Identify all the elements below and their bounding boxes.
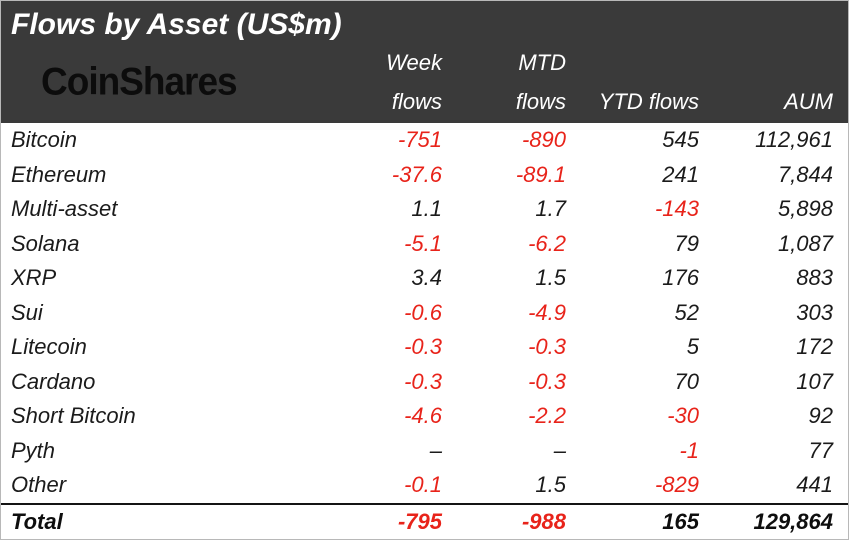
value-cell: 5 [686,334,699,360]
value-cell: 441 [796,472,833,498]
column-header-line: flows [391,89,442,114]
value-cell: -890 [521,127,566,153]
table-row: Sui -0.6 -4.9 52 303 [1,296,848,331]
value-cell: -2.2 [528,403,566,429]
value-cell: 303 [796,299,833,325]
asset-name: Bitcoin [11,127,78,153]
table-row: Short Bitcoin -4.6 -2.2 -30 92 [1,399,848,434]
value-cell: -4.9 [528,299,566,325]
column-header-aum: AUM [699,82,833,121]
asset-name: Cardano [11,368,96,394]
value-cell: -795 [397,508,442,534]
table-row: Bitcoin -751 -890 545 112,961 [1,123,848,158]
column-header-line: YTD flows [598,89,699,114]
value-cell: -0.3 [528,334,566,360]
value-cell: – [553,437,566,463]
value-cell: 52 [674,299,699,325]
coinshares-logo: CoinShares [41,59,238,103]
value-cell: -751 [397,127,442,153]
value-cell: 883 [796,265,833,291]
column-header-mtd-flows: MTD flows [442,43,566,121]
value-cell: 129,864 [753,508,833,534]
value-cell: -0.1 [404,472,442,498]
table-row: XRP 3.4 1.5 176 883 [1,261,848,296]
value-cell: -5.1 [404,230,442,256]
value-cell: 1.1 [411,196,442,222]
column-header-line: MTD [518,50,566,75]
value-cell: -37.6 [391,161,442,187]
value-cell: -4.6 [404,403,442,429]
value-cell: -988 [521,508,566,534]
value-cell: -30 [667,403,699,429]
value-cell: 77 [808,437,833,463]
value-cell: -6.2 [528,230,566,256]
total-row: Total -795 -988 165 129,864 [1,502,848,539]
value-cell: -829 [654,472,699,498]
value-cell: 92 [808,403,833,429]
table-body: Bitcoin -751 -890 545 112,961 Ethereum -37.6 -8… [1,123,848,539]
value-cell: -0.3 [528,368,566,394]
value-cell: 1,087 [777,230,833,256]
value-cell: 1.5 [535,472,566,498]
asset-name: Short Bitcoin [11,403,136,429]
value-cell: – [429,437,442,463]
value-cell: 1.7 [535,196,566,222]
value-cell: -0.6 [404,299,442,325]
value-cell: 7,844 [777,161,833,187]
column-header-line: flows [515,89,566,114]
value-cell: 5,898 [777,196,833,222]
column-header-row: CoinShares Week flows MTD flows YTD flow… [1,43,848,123]
table-row: Other -0.1 1.5 -829 441 [1,468,848,503]
column-header-ytd-flows: YTD flows [566,82,699,121]
table-row: Pyth – – -1 77 [1,434,848,469]
table-row: Ethereum -37.6 -89.1 241 7,844 [1,158,848,193]
value-cell: 176 [662,265,699,291]
column-header-line: AUM [784,89,833,114]
asset-name: Total [11,508,63,534]
asset-name: XRP [11,265,57,291]
value-cell: -1 [679,437,699,463]
value-cell: 3.4 [411,265,442,291]
value-cell: 70 [674,368,699,394]
value-cell: -0.3 [404,334,442,360]
value-cell: 241 [662,161,699,187]
value-cell: 79 [674,230,699,256]
column-header-line: Week [386,50,442,75]
column-header-week-flows: Week flows [332,43,442,121]
asset-name: Multi-asset [11,196,118,222]
table-row: Litecoin -0.3 -0.3 5 172 [1,330,848,365]
value-cell: 172 [796,334,833,360]
value-cell: 112,961 [755,127,833,153]
asset-name: Solana [11,230,80,256]
value-cell: -143 [654,196,699,222]
table-row: Multi-asset 1.1 1.7 -143 5,898 [1,192,848,227]
table-row: Solana -5.1 -6.2 79 1,087 [1,227,848,262]
asset-name: Pyth [11,437,56,463]
asset-name: Sui [11,299,43,325]
asset-name: Litecoin [11,334,87,360]
asset-name: Ethereum [11,161,107,187]
value-cell: -0.3 [404,368,442,394]
asset-name: Other [11,472,67,498]
table-header: Flows by Asset (US$m) CoinShares Week fl… [1,1,848,123]
value-cell: 107 [796,368,833,394]
value-cell: -89.1 [515,161,566,187]
value-cell: 1.5 [535,265,566,291]
page-title: Flows by Asset (US$m) [11,8,342,41]
value-cell: 545 [662,127,699,153]
value-cell: 165 [662,508,699,534]
table-row: Cardano -0.3 -0.3 70 107 [1,365,848,400]
